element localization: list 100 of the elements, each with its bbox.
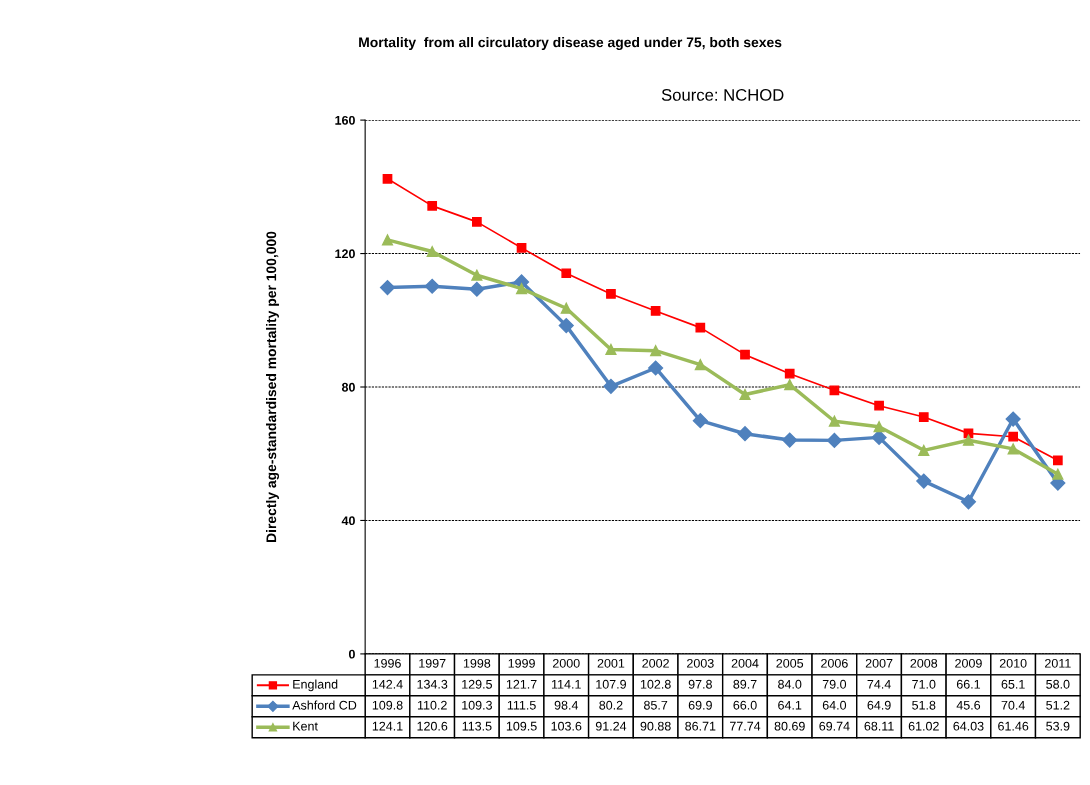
data-label: 97.8: [688, 679, 712, 689]
x-tick-label: 2006: [821, 658, 848, 668]
point: [1052, 455, 1063, 466]
data-label: 45.6: [956, 700, 981, 710]
data-label: 103.6: [551, 721, 582, 731]
point: [1007, 443, 1019, 455]
data-label: 110.2: [417, 700, 447, 710]
point: [516, 283, 528, 295]
legend-label: Kent: [293, 721, 318, 731]
data-label: 80.69: [774, 721, 805, 731]
point: [918, 412, 929, 422]
data-label: 77.74: [730, 721, 761, 731]
point: [471, 269, 483, 281]
data-label: 58.0: [1046, 679, 1070, 689]
data-label: 64.03: [953, 721, 984, 731]
point: [782, 432, 798, 448]
data-label: 102.8: [640, 679, 671, 689]
point: [469, 281, 485, 297]
point: [381, 234, 394, 246]
data-label: 66.0: [733, 700, 757, 710]
point: [648, 360, 664, 376]
data-label: 64.0: [822, 700, 847, 710]
data-label: 134.3: [417, 679, 448, 689]
point: [424, 278, 440, 294]
point: [382, 173, 393, 184]
data-label: 80.2: [599, 700, 623, 710]
data-label: 69.9: [688, 700, 712, 710]
data-label: 51.2: [1046, 700, 1070, 710]
point: [826, 432, 842, 448]
point: [560, 302, 572, 314]
data-label: 120.6: [417, 721, 448, 731]
point: [650, 345, 662, 357]
x-tick-label: 2000: [552, 658, 580, 668]
data-label: 71.0: [912, 679, 936, 689]
data-label: 66.1: [956, 679, 981, 689]
y-tick-label: 80: [341, 382, 355, 392]
x-tick-label: 2007: [865, 658, 893, 668]
y-tick-label: 160: [335, 115, 355, 125]
data-label: 69.74: [819, 721, 850, 731]
data-label: 64.1: [778, 700, 802, 710]
point: [603, 378, 619, 394]
data-label: 111.5: [507, 700, 536, 710]
point: [829, 385, 840, 396]
data-label: 109.8: [372, 700, 403, 710]
point: [784, 379, 796, 391]
x-tick-label: 1996: [374, 658, 401, 668]
x-tick-label: 2005: [776, 658, 804, 668]
data-label: 129.5: [462, 679, 492, 689]
legend-label: England: [293, 679, 338, 692]
point: [694, 359, 706, 371]
data-label: 61.46: [998, 721, 1029, 731]
data-label: 113.5: [462, 721, 492, 731]
x-tick-label: 2010: [999, 658, 1027, 668]
data-label: 142.4: [372, 679, 403, 689]
data-label: 70.4: [1001, 700, 1025, 710]
point: [605, 343, 617, 356]
data-label: 91.24: [595, 721, 627, 731]
x-tick-label: 2008: [910, 658, 938, 668]
data-label: 90.88: [640, 721, 671, 731]
y-axis-title: Directly age-standardised mortality per 100,000: [266, 231, 280, 542]
data-label: 61.02: [908, 721, 939, 731]
x-tick-label: 2011: [1045, 658, 1071, 668]
point: [426, 245, 438, 258]
data-label: 98.4: [554, 700, 579, 710]
data-label: 64.9: [867, 700, 891, 710]
point: [874, 400, 884, 411]
data-label: 114.1: [552, 679, 581, 689]
point: [737, 426, 753, 442]
y-tick-label: 40: [341, 516, 355, 526]
point: [918, 444, 930, 456]
point: [828, 415, 840, 427]
legend-label: Ashford CD: [292, 700, 357, 710]
point: [740, 349, 750, 360]
data-label: 86.71: [685, 721, 716, 731]
y-tick-label: 120: [335, 249, 355, 259]
point: [379, 280, 396, 296]
data-label: 107.9: [596, 679, 626, 689]
data-label: 109.3: [462, 700, 492, 710]
data-label: 121.7: [506, 679, 537, 689]
data-label: 89.7: [733, 679, 757, 689]
x-tick-label: 2003: [687, 658, 714, 668]
data-label: 53.9: [1046, 721, 1070, 731]
point: [650, 306, 661, 316]
data-label: 109.5: [506, 721, 537, 731]
point: [1008, 431, 1019, 442]
chart-subtitle: Source: NCHOD: [661, 89, 784, 101]
data-label: 65.1: [1001, 679, 1025, 689]
data-label: 124.1: [372, 721, 403, 731]
data-label: 85.7: [644, 700, 668, 710]
point: [427, 200, 438, 211]
point: [960, 494, 977, 510]
point: [472, 216, 482, 227]
x-tick-label: 1998: [463, 658, 491, 668]
x-tick-label: 2001: [597, 658, 625, 668]
data-label: 68.11: [864, 721, 894, 731]
point: [916, 473, 932, 489]
data-label: 84.0: [778, 679, 802, 689]
point: [1052, 468, 1064, 480]
point: [1005, 411, 1021, 427]
point: [695, 322, 706, 333]
